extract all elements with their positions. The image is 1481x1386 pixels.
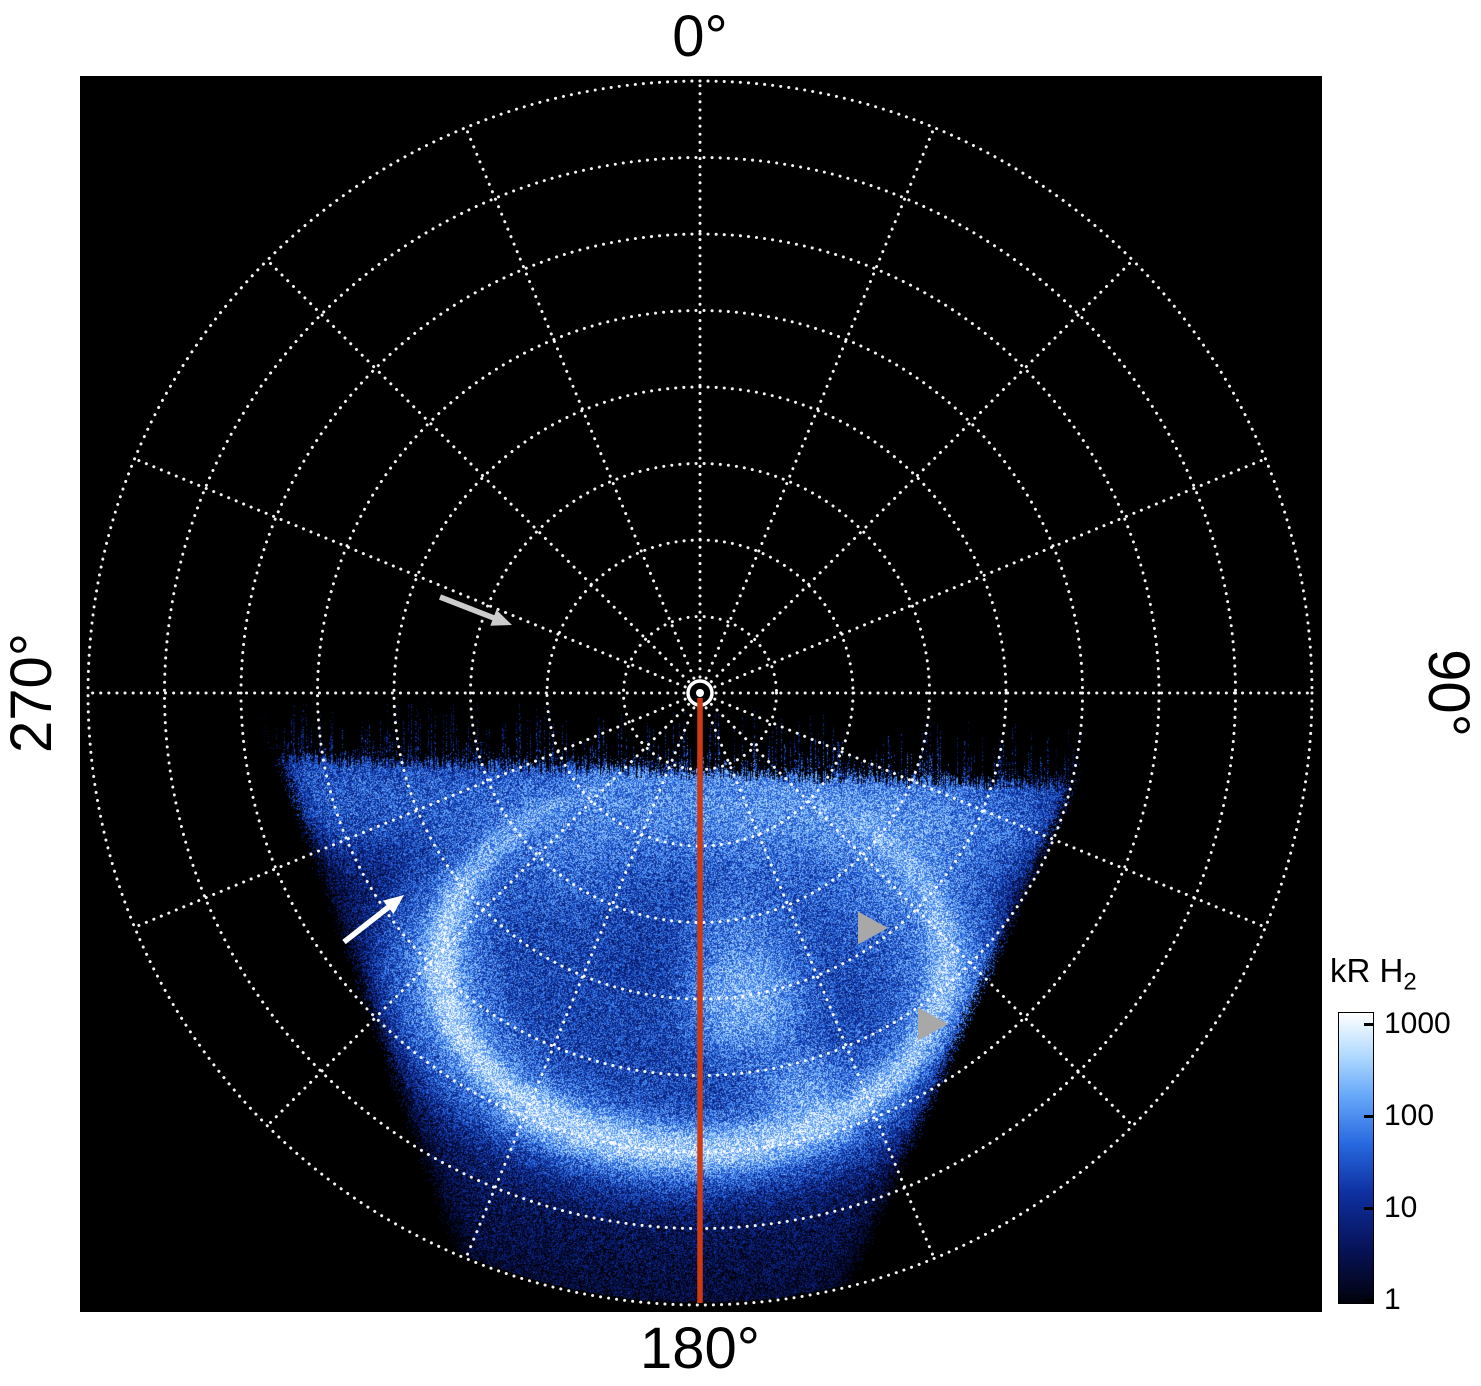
angle-label-90: 90° [1416, 649, 1481, 737]
arrowhead-icon [858, 911, 888, 945]
arrow-icon [383, 895, 404, 914]
arrow-icon [490, 609, 512, 626]
colorbar-title-main: kR H [1330, 952, 1404, 989]
colorbar-title-sub: 2 [1403, 968, 1417, 996]
colorbar-tick-mark [1364, 1299, 1374, 1302]
colorbar-tick-1: 1 [1384, 1283, 1401, 1316]
colorbar-tick-mark [1364, 1023, 1374, 1026]
colorbar-gradient [1338, 1012, 1374, 1304]
colorbar-title: kR H2 [1330, 952, 1417, 997]
arrowhead-icon [918, 1007, 948, 1041]
colorbar-tick-10: 10 [1384, 1191, 1418, 1224]
colorbar-tick-mark [1364, 1115, 1374, 1118]
colorbar-tick-1000: 1000 [1384, 1007, 1451, 1040]
colorbar-tick-mark [1364, 1207, 1374, 1210]
angle-label-0: 0° [672, 4, 728, 69]
annotation-arrows [342, 594, 948, 1041]
angle-label-270: 270° [0, 633, 64, 753]
angle-label-180: 180° [640, 1316, 760, 1381]
colorbar-tick-100: 100 [1384, 1099, 1435, 1132]
